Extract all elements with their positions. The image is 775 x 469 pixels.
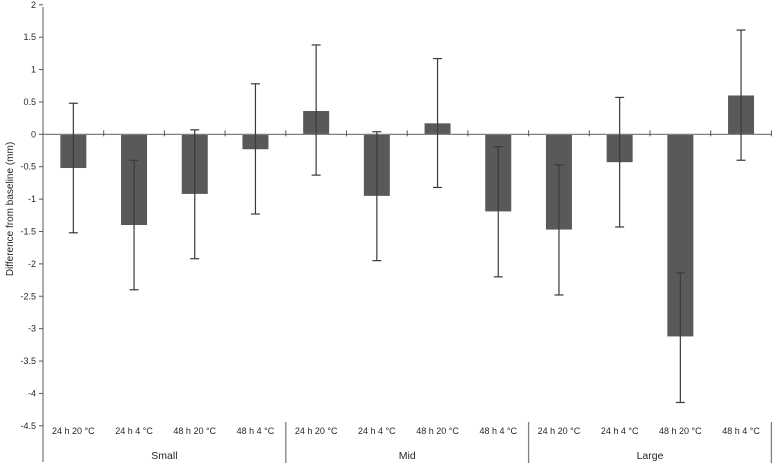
category-label: 24 h 20 °C: [295, 426, 338, 436]
group-label-small: Small: [151, 450, 177, 462]
y-tick-label: -3.5: [20, 356, 36, 366]
category-label: 48 h 20 °C: [659, 426, 702, 436]
y-tick-label: 1.5: [23, 32, 36, 42]
category-label: 24 h 4 °C: [115, 426, 153, 436]
y-tick-label: -2: [28, 259, 36, 269]
y-tick-label: -3: [28, 324, 36, 334]
y-axis-title: Difference from baseline (mm): [5, 142, 16, 276]
category-label: 48 h 4 °C: [479, 426, 517, 436]
y-tick-label: 0: [31, 129, 36, 139]
y-tick-label: -2.5: [20, 291, 36, 301]
y-tick-label: -4: [28, 388, 36, 398]
category-label: 48 h 4 °C: [237, 426, 275, 436]
category-label: 48 h 4 °C: [722, 426, 760, 436]
category-label: 24 h 4 °C: [358, 426, 396, 436]
y-tick-label: -0.5: [20, 162, 36, 172]
y-tick-label: 0.5: [23, 97, 36, 107]
group-label-large: Large: [637, 450, 664, 462]
category-label: 48 h 20 °C: [173, 426, 216, 436]
y-tick-label: 2: [31, 0, 36, 10]
y-tick-label: 1: [31, 65, 36, 75]
category-label: 24 h 20 °C: [538, 426, 581, 436]
group-label-mid: Mid: [399, 450, 416, 462]
category-label: 24 h 20 °C: [52, 426, 95, 436]
category-label: 48 h 20 °C: [416, 426, 459, 436]
y-tick-label: -1: [28, 194, 36, 204]
y-tick-label: -4.5: [20, 421, 36, 431]
category-label: 24 h 4 °C: [601, 426, 639, 436]
y-tick-label: -1.5: [20, 226, 36, 236]
